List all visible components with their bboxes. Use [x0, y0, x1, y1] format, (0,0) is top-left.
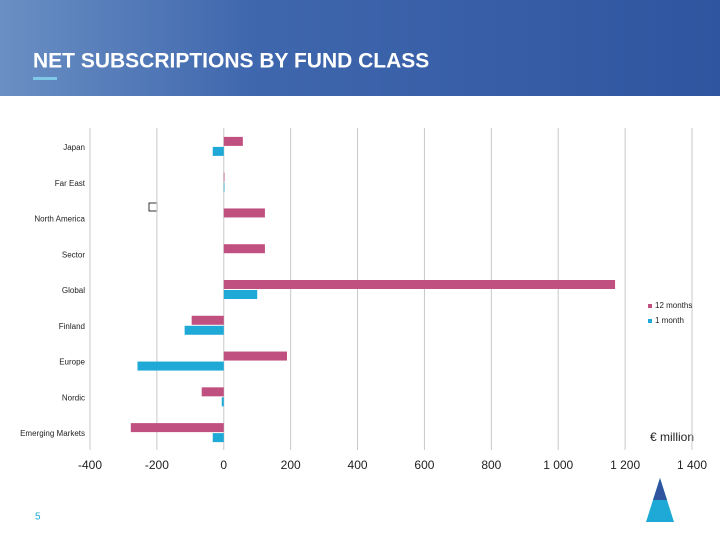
bar	[223, 136, 243, 146]
x-tick-label: 600	[414, 458, 434, 472]
bar	[201, 387, 224, 397]
header-band	[0, 0, 720, 96]
x-tick-label: 0	[220, 458, 227, 472]
y-tick-label: Global	[62, 286, 85, 295]
bar	[223, 290, 258, 299]
y-tick-label: Sector	[62, 250, 85, 259]
bar	[212, 433, 224, 443]
logo	[646, 478, 674, 522]
y-tick-label: Nordic	[62, 393, 85, 402]
legend-swatch	[648, 304, 652, 308]
title-accent	[33, 77, 57, 80]
legend-swatch	[648, 319, 652, 323]
y-tick-label: Far East	[55, 179, 86, 188]
x-tick-label: -400	[78, 458, 102, 472]
x-tick-label: 800	[481, 458, 501, 472]
y-tick-label: North America	[34, 215, 85, 224]
bar	[223, 182, 225, 192]
bar	[223, 172, 225, 182]
y-tick-label: Japan	[63, 143, 85, 152]
page-number: 5	[35, 512, 41, 523]
x-tick-label: 1 200	[610, 458, 640, 472]
bar	[223, 208, 265, 218]
y-tick-label: Europe	[59, 358, 85, 367]
axis-unit: € million	[650, 430, 694, 444]
bar	[184, 325, 224, 335]
x-tick-label: 400	[348, 458, 368, 472]
chart-title: NET SUBSCRIPTIONS BY FUND CLASS	[33, 50, 429, 73]
y-tick-label: Emerging Markets	[20, 429, 85, 438]
y-tick-label: Finland	[59, 322, 85, 331]
bar	[223, 244, 265, 254]
bar	[137, 361, 224, 371]
bar	[223, 351, 287, 361]
bar	[212, 146, 224, 156]
x-tick-label: 1 000	[543, 458, 573, 472]
bar	[191, 315, 224, 325]
bar	[221, 397, 224, 407]
x-tick-label: 200	[281, 458, 301, 472]
x-tick-label: -200	[145, 458, 169, 472]
bar	[130, 423, 224, 433]
legend-label: 1 month	[655, 316, 684, 325]
legend-label: 12 months	[655, 301, 692, 310]
bar	[223, 280, 616, 289]
x-tick-label: 1 400	[677, 458, 707, 472]
placeholder-square	[148, 202, 158, 212]
